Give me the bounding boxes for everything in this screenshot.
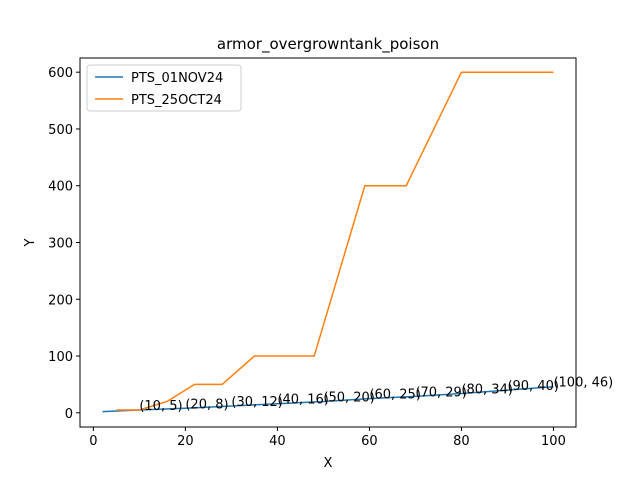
- point-annotation: (20, 8): [185, 397, 228, 412]
- x-tick-label: 60: [361, 434, 378, 449]
- plot-area: (10, 5) (20, 8) (30, 12)(40, 16)(50, 20)(6…: [102, 71, 613, 414]
- x-tick-label: 0: [89, 434, 97, 449]
- point-annotation: (60, 25): [369, 388, 421, 403]
- legend-box: [86, 64, 242, 112]
- y-tick-label: 600: [48, 66, 73, 81]
- point-annotation: (80, 34): [461, 383, 512, 398]
- legend: PTS_01NOV24 PTS_25OCT24: [86, 64, 242, 112]
- point-annotation: (50, 20): [323, 390, 375, 405]
- point-annotation: (100, 46): [553, 376, 613, 391]
- y-axis-label: Y: [23, 238, 38, 247]
- series-line-0: [102, 385, 554, 413]
- x-tick-label: 20: [177, 434, 194, 449]
- point-annotation: (70, 29): [415, 385, 467, 400]
- y-tick-label: 0: [65, 407, 73, 422]
- point-annotation: (30, 12): [231, 395, 283, 410]
- point-annotation: (90, 40): [507, 379, 559, 394]
- y-tick-label: 100: [48, 350, 73, 365]
- y-tick-label: 200: [48, 293, 73, 308]
- x-tick-label: 40: [269, 434, 286, 449]
- point-annotation: (40, 16): [277, 393, 329, 408]
- point-annotation: (10, 5): [139, 399, 182, 414]
- x-axis-label: X: [324, 456, 333, 471]
- chart-title: armor_overgrowntank_poison: [217, 35, 439, 54]
- y-tick-label: 400: [48, 180, 73, 195]
- x-tick-label: 80: [453, 434, 470, 449]
- legend-label: PTS_25OCT24: [131, 93, 222, 108]
- axes: 0 20 40 60 80 100 0 100 200 300 400 500 600: [48, 66, 566, 449]
- series-line-1: [116, 71, 554, 411]
- y-tick-label: 300: [48, 237, 73, 252]
- y-tick-label: 500: [48, 123, 73, 138]
- legend-label: PTS_01NOV24: [131, 71, 223, 86]
- x-tick-label: 100: [541, 434, 566, 449]
